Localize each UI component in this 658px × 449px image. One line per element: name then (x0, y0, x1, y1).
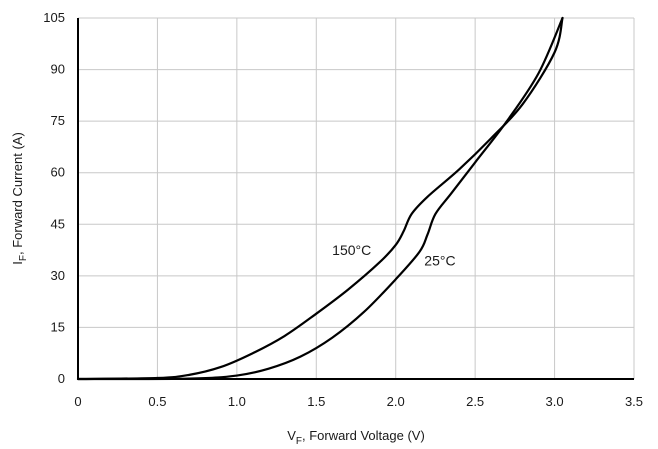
x-tick-label: 1.5 (307, 394, 325, 409)
y-tick-label: 60 (51, 165, 65, 180)
y-tick-label: 45 (51, 216, 65, 231)
y-tick-label: 30 (51, 268, 65, 283)
series-label-1: 25°C (424, 253, 455, 269)
x-tick-label: 0.5 (148, 394, 166, 409)
y-tick-labels: 0 15 30 45 60 75 90 105 (43, 10, 65, 386)
y-tick-label: 75 (51, 113, 65, 128)
series-labels: 150°C 25°C (332, 242, 455, 268)
y-tick-label: 90 (51, 62, 65, 77)
x-tick-label: 2.0 (387, 394, 405, 409)
series-label-0: 150°C (332, 242, 371, 258)
x-axis-label: VF, Forward Voltage (V) (287, 428, 425, 447)
x-tick-label: 3.0 (546, 394, 564, 409)
y-tick-label: 0 (58, 371, 65, 386)
grid (78, 17, 635, 379)
x-tick-labels: 0 0.5 1.0 1.5 2.0 2.5 3.0 3.5 (74, 394, 643, 409)
x-tick-label: 0 (74, 394, 81, 409)
y-tick-label: 15 (51, 319, 65, 334)
series-group (76, 16, 564, 381)
y-axis-label: IF, Forward Current (A) (10, 132, 29, 265)
y-tick-label: 105 (43, 10, 65, 25)
series-line-0 (76, 16, 564, 381)
series-line-1 (76, 16, 564, 381)
x-tick-label: 2.5 (466, 394, 484, 409)
x-tick-label: 1.0 (228, 394, 246, 409)
x-tick-label: 3.5 (625, 394, 643, 409)
